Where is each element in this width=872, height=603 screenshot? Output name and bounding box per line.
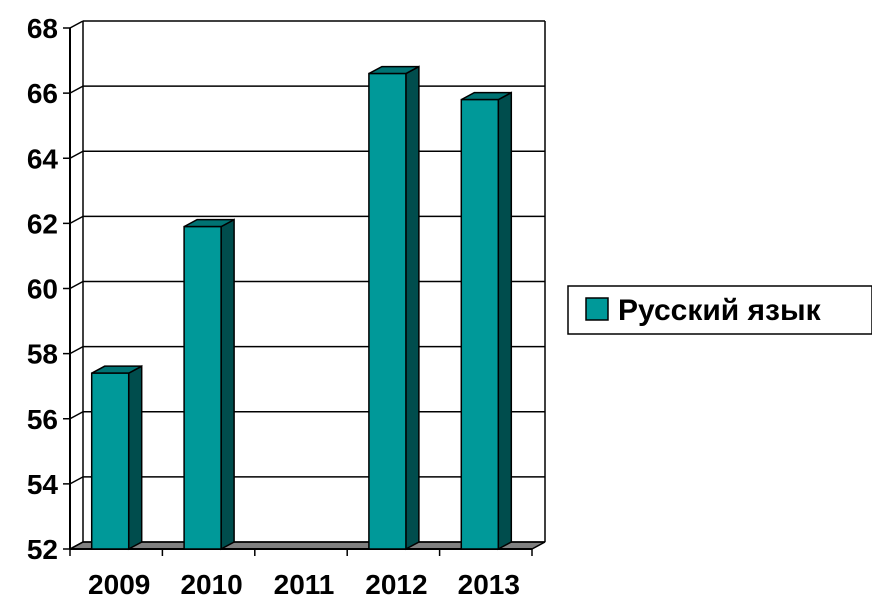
gridline-side <box>69 541 84 550</box>
x-tick-label: 2009 <box>88 569 150 600</box>
y-tick-label: 66 <box>27 78 58 109</box>
y-tick-label: 52 <box>27 534 58 565</box>
y-axis-ticks: 52 54 56 58 60 62 64 66 68 <box>27 13 70 565</box>
y-tick-label: 64 <box>27 143 59 174</box>
x-tick-label: 2012 <box>365 569 427 600</box>
bar-front <box>460 98 500 550</box>
gridline-side <box>69 85 84 94</box>
gridline-side <box>69 150 84 159</box>
bar <box>90 364 143 551</box>
y-tick-label: 62 <box>27 208 58 239</box>
bar-front <box>90 372 130 550</box>
bar <box>460 91 513 551</box>
gridline-side <box>69 280 84 290</box>
y-tick-label: 56 <box>27 404 58 435</box>
y-tick-label: 60 <box>27 274 58 305</box>
legend-swatch <box>585 297 609 321</box>
bar-front <box>368 72 407 550</box>
y-tick-label: 68 <box>27 13 58 44</box>
legend-label: Русский язык <box>618 294 822 327</box>
x-tick-label: 2013 <box>458 569 520 600</box>
legend-box <box>567 285 872 335</box>
x-tick-label: 2010 <box>180 569 242 600</box>
bar <box>368 65 420 551</box>
bar <box>183 218 235 551</box>
bar-side <box>405 65 420 551</box>
bar-front <box>183 225 222 550</box>
bar-side <box>220 218 235 551</box>
y-tick-label: 54 <box>27 469 59 500</box>
gridline-side <box>69 476 84 485</box>
gridline-side <box>69 345 84 355</box>
bars <box>90 65 513 551</box>
gridline-side <box>69 411 84 420</box>
y-tick-label: 58 <box>27 339 58 370</box>
bar-side <box>497 91 513 551</box>
gridline-side <box>69 20 84 29</box>
x-axis-ticks: 2009 2010 2011 2012 2013 <box>88 569 520 600</box>
bar-side <box>127 364 143 551</box>
x-tick-label: 2011 <box>274 569 335 600</box>
gridline-side <box>69 215 84 225</box>
legend: Русский язык <box>567 285 872 335</box>
